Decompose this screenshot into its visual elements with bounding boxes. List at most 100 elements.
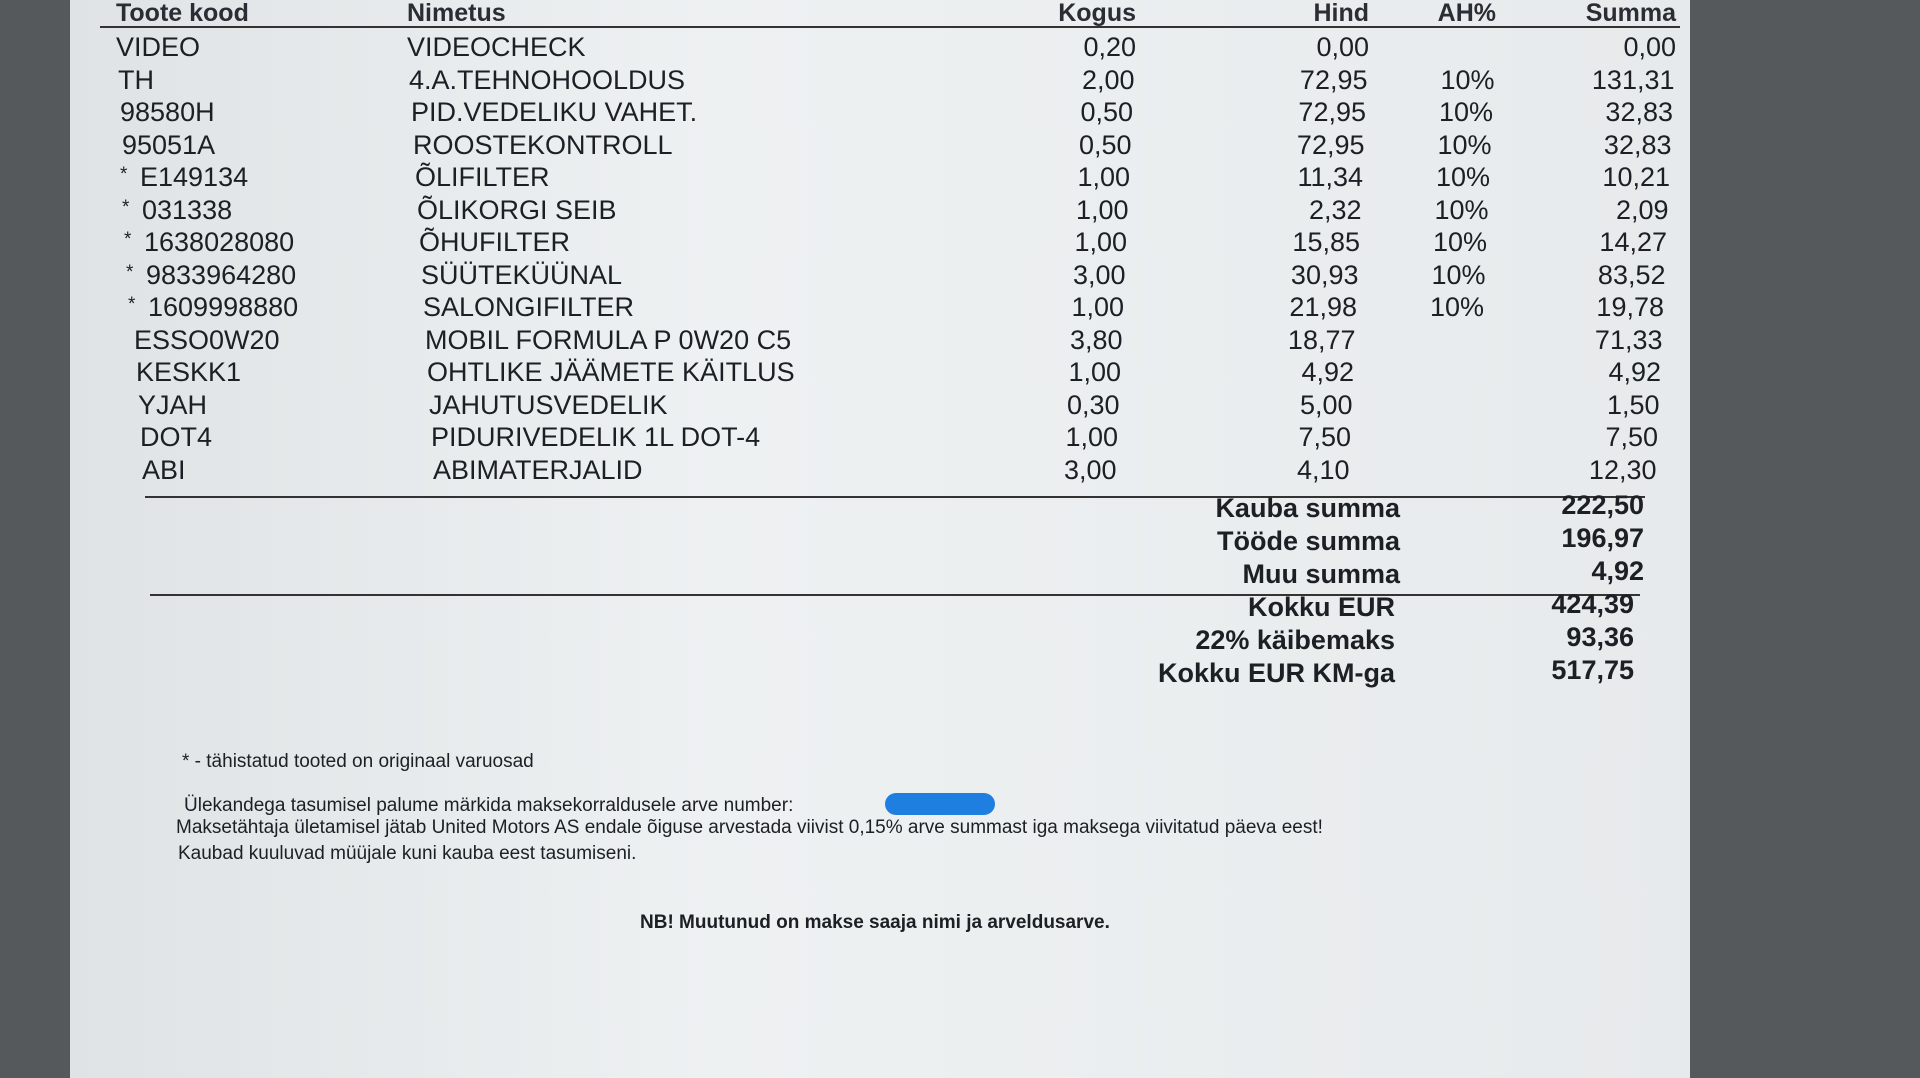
subtotal-value: 222,50 xyxy=(1561,490,1644,520)
cell-code: 1609998880 xyxy=(148,292,299,322)
cell-code: DOT4 xyxy=(140,422,213,452)
cell-sum: 83,52 xyxy=(1597,259,1666,290)
cell-qty: 0,50 xyxy=(1080,97,1133,127)
total-value: 93,36 xyxy=(1566,622,1634,652)
cell-discount: 10% xyxy=(1437,129,1492,160)
subtotal-label: Kauba summa xyxy=(1215,493,1400,523)
cell-price: 72,95 xyxy=(1296,129,1365,160)
cell-price: 18,77 xyxy=(1287,324,1356,355)
cell-name: ABIMATERJALID xyxy=(433,454,643,485)
cell-qty: 1,00 xyxy=(1065,422,1118,452)
cell-name: VIDEOCHECK xyxy=(407,32,586,62)
cell-price: 7,50 xyxy=(1298,422,1351,452)
cell-name: ÕHUFILTER xyxy=(419,227,571,257)
cell-name: ÕLIKORGI SEIB xyxy=(417,194,617,225)
cell-sum: 7,50 xyxy=(1605,422,1658,452)
cell-qty: 1,00 xyxy=(1075,194,1129,225)
cell-qty: 3,00 xyxy=(1072,259,1126,290)
cell-sum: 2,09 xyxy=(1615,194,1669,225)
subtotal-value: 4,92 xyxy=(1591,556,1644,586)
cell-name: MOBIL FORMULA P 0W20 C5 xyxy=(425,324,792,355)
header-rule xyxy=(100,26,1680,28)
cell-sum: 12,30 xyxy=(1588,454,1657,485)
cell-price: 2,32 xyxy=(1308,194,1362,225)
cell-code: 95051A xyxy=(122,129,216,160)
cell-sum: 131,31 xyxy=(1591,64,1675,95)
totals-rule xyxy=(150,594,1640,596)
cell-price: 72,95 xyxy=(1299,64,1368,95)
invoice xyxy=(70,0,1690,1078)
total-label: 22% käibemaks xyxy=(1195,625,1395,655)
column-header: Hind xyxy=(1313,0,1369,27)
cell-sum: 10,21 xyxy=(1602,162,1670,192)
cell-name: OHTLIKE JÄÄMETE KÄITLUS xyxy=(427,357,795,387)
cell-qty: 1,00 xyxy=(1068,357,1121,387)
cell-qty: 2,00 xyxy=(1081,64,1135,95)
cell-sum: 19,78 xyxy=(1596,292,1664,322)
cell-discount: 10% xyxy=(1434,194,1489,225)
cell-discount: 10% xyxy=(1431,259,1486,290)
cell-sum: 32,83 xyxy=(1603,129,1672,160)
cell-name: PIDURIVEDELIK 1L DOT-4 xyxy=(431,422,761,452)
cell-sum: 0,00 xyxy=(1623,32,1676,62)
terms: Kaubad kuuluvad müüjale kuni kauba eest … xyxy=(178,843,637,864)
items-rule xyxy=(145,496,1645,498)
cell-price: 30,93 xyxy=(1290,259,1359,290)
cell-code: ESSO0W20 xyxy=(134,324,280,355)
cell-code: 031338 xyxy=(142,194,233,225)
total-label: Kokku EUR KM-ga xyxy=(1157,658,1395,688)
redacted xyxy=(885,793,995,815)
cell-name: PID.VEDELIKU VAHET. xyxy=(411,97,698,127)
cell-qty: 1,00 xyxy=(1071,292,1124,322)
cell-discount: 10% xyxy=(1440,64,1495,95)
cell-name: ROOSTEKONTROLL xyxy=(413,129,673,160)
cell-discount: 10% xyxy=(1435,162,1490,192)
payment-note: Ülekandega tasumisel palume märkida maks… xyxy=(184,795,794,816)
cell-price: 5,00 xyxy=(1299,389,1353,420)
column-header: Nimetus xyxy=(407,0,506,27)
subtotal-label: Muu summa xyxy=(1242,559,1400,589)
column-header: Toote kood xyxy=(116,0,249,27)
cell-price: 21,98 xyxy=(1289,292,1357,322)
cell-code: 98580H xyxy=(120,97,215,127)
cell-price: 4,92 xyxy=(1301,357,1354,387)
cell-code: KESKK1 xyxy=(136,357,242,387)
footnote: * - tähistatud tooted on originaal varuo… xyxy=(182,751,534,772)
cell-name: JAHUTUSVEDELIK xyxy=(429,389,668,420)
cell-name: ÕLIFILTER xyxy=(415,162,550,192)
item-marker: * xyxy=(126,261,134,283)
cell-code: TH xyxy=(118,64,154,95)
item-marker: * xyxy=(120,164,128,185)
total-value: 517,75 xyxy=(1551,655,1634,685)
cell-qty: 0,50 xyxy=(1078,129,1132,160)
column-header: Summa xyxy=(1585,0,1676,27)
cell-qty: 0,30 xyxy=(1066,389,1120,420)
cell-code: E149134 xyxy=(140,162,249,192)
terms: Maksetähtaja ületamisel jätab United Mot… xyxy=(176,817,1323,838)
cell-price: 72,95 xyxy=(1298,97,1366,127)
total-label: Kokku EUR xyxy=(1247,592,1395,622)
cell-code: YJAH xyxy=(138,389,208,420)
cell-price: 11,34 xyxy=(1297,162,1363,192)
item-marker: * xyxy=(122,196,130,218)
cell-code: VIDEO xyxy=(116,32,201,62)
column-header: AH% xyxy=(1437,0,1496,27)
subtotal-value: 196,97 xyxy=(1561,523,1644,553)
cell-qty: 1,00 xyxy=(1074,227,1127,257)
notice: NB! Muutunud on makse saaja nimi ja arve… xyxy=(640,912,1110,933)
cell-price: 15,85 xyxy=(1292,227,1360,257)
cell-sum: 71,33 xyxy=(1594,324,1663,355)
item-marker: * xyxy=(124,229,132,250)
cell-discount: 10% xyxy=(1432,227,1487,257)
cell-qty: 3,80 xyxy=(1069,324,1123,355)
column-header: Kogus xyxy=(1058,0,1136,27)
cell-qty: 1,00 xyxy=(1077,162,1130,192)
total-value: 424,39 xyxy=(1551,589,1634,619)
cell-sum: 4,92 xyxy=(1608,357,1661,387)
cell-sum: 14,27 xyxy=(1599,227,1667,257)
cell-sum: 32,83 xyxy=(1605,97,1673,127)
cell-name: 4.A.TEHNOHOOLDUS xyxy=(409,64,686,95)
cell-code: ABI xyxy=(142,454,186,485)
cell-qty: 3,00 xyxy=(1063,454,1117,485)
cell-code: 1638028080 xyxy=(144,227,295,257)
